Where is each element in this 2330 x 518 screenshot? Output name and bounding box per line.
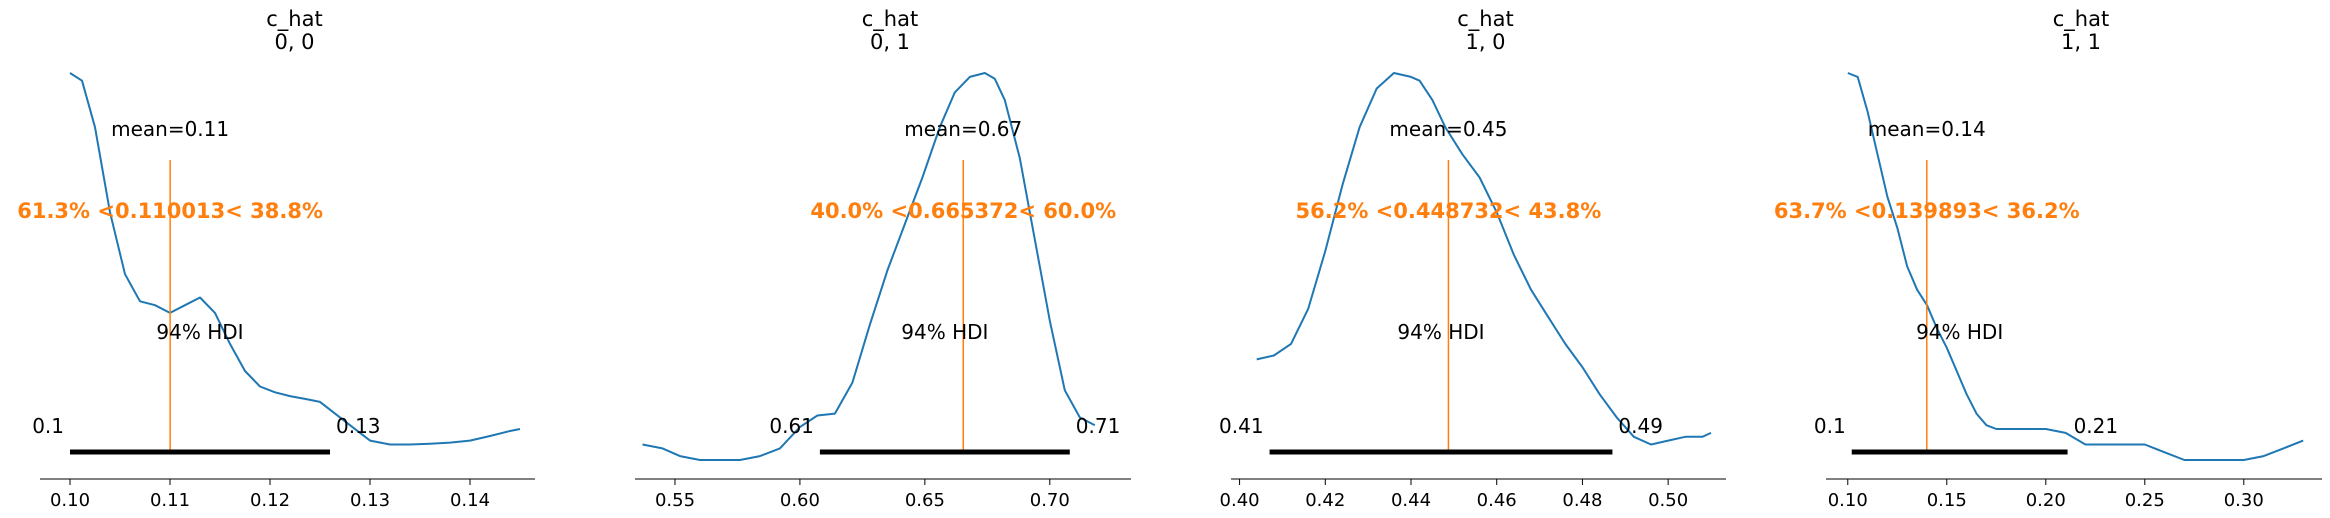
mean-label: mean=0.11 <box>111 117 229 141</box>
x-tick-label: 0.48 <box>1562 490 1602 511</box>
x-tick-label: 0.14 <box>450 490 490 511</box>
reference-label: 40.0% <0.665372< 60.0% <box>810 199 1116 223</box>
x-tick-label: 0.55 <box>655 490 695 511</box>
density-curve <box>642 72 1096 461</box>
x-tick-label: 0.12 <box>250 490 290 511</box>
panel-title: c_hat <box>266 7 322 32</box>
hdi-label: 94% HDI <box>1916 320 2003 344</box>
reference-label: 56.2% <0.448732< 43.8% <box>1296 199 1602 223</box>
hdi-upper-label: 0.13 <box>336 414 381 438</box>
panel-subtitle: 1, 0 <box>1465 30 1505 54</box>
hdi-upper-label: 0.49 <box>1618 414 1663 438</box>
x-tick-label: 0.20 <box>2026 490 2066 511</box>
panel-subtitle: 0, 0 <box>274 30 314 54</box>
x-tick-label: 0.46 <box>1477 490 1517 511</box>
x-tick-label: 0.10 <box>1828 490 1868 511</box>
x-tick-label: 0.30 <box>2224 490 2264 511</box>
hdi-upper-label: 0.71 <box>1076 414 1121 438</box>
hdi-label: 94% HDI <box>901 320 988 344</box>
hdi-label: 94% HDI <box>156 320 243 344</box>
reference-label: 61.3% <0.110013< 38.8% <box>17 199 323 223</box>
x-tick-label: 0.25 <box>2125 490 2165 511</box>
x-tick-label: 0.60 <box>780 490 820 511</box>
x-tick-label: 0.15 <box>1927 490 1967 511</box>
panel-title: c_hat <box>2053 7 2109 32</box>
hdi-lower-label: 0.1 <box>32 414 64 438</box>
x-tick-label: 0.70 <box>1030 490 1070 511</box>
density-curve <box>1847 72 2304 461</box>
x-tick-label: 0.65 <box>905 490 945 511</box>
x-tick-label: 0.10 <box>50 490 90 511</box>
x-tick-label: 0.44 <box>1391 490 1431 511</box>
mean-label: mean=0.45 <box>1389 117 1507 141</box>
panel-title: c_hat <box>1457 7 1513 32</box>
mean-label: mean=0.14 <box>1868 117 1986 141</box>
hdi-lower-label: 0.1 <box>1814 414 1846 438</box>
mean-label: mean=0.67 <box>904 117 1022 141</box>
panel-subtitle: 0, 1 <box>870 30 910 54</box>
hdi-label: 94% HDI <box>1397 320 1484 344</box>
hdi-upper-label: 0.21 <box>2074 414 2119 438</box>
x-tick-label: 0.50 <box>1648 490 1688 511</box>
reference-label: 63.7% <0.139893< 36.2% <box>1774 199 2080 223</box>
density-curve <box>1256 72 1712 446</box>
x-tick-label: 0.42 <box>1305 490 1345 511</box>
panel-title: c_hat <box>862 7 918 32</box>
hdi-lower-label: 0.41 <box>1219 414 1264 438</box>
x-tick-label: 0.11 <box>150 490 190 511</box>
x-tick-label: 0.13 <box>350 490 390 511</box>
hdi-lower-label: 0.61 <box>769 414 814 438</box>
panel-subtitle: 1, 1 <box>2061 30 2101 54</box>
density-curve <box>69 72 521 446</box>
x-tick-label: 0.40 <box>1220 490 1260 511</box>
